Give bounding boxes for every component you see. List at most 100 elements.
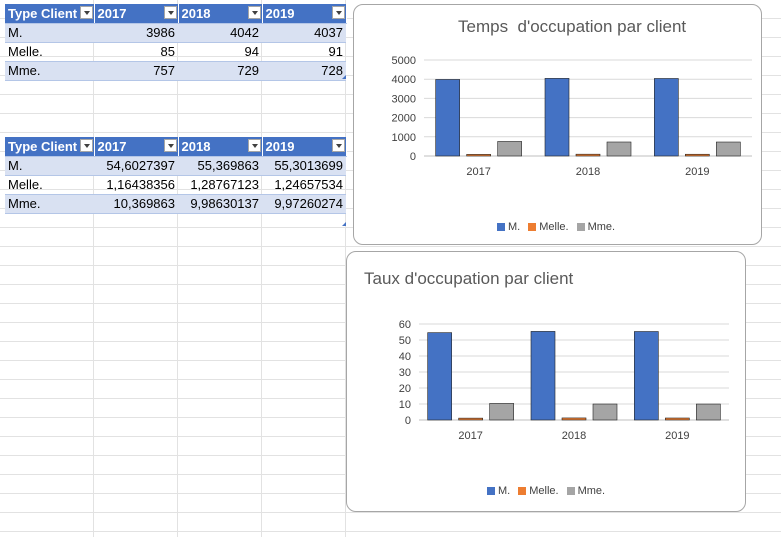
cell[interactable]: 757 [94, 61, 178, 81]
filter-dropdown-icon[interactable] [163, 139, 177, 152]
table-taux-occupation: Type Client 2017 2018 2019 M. 54,6027397… [5, 137, 347, 214]
column-divider [93, 0, 94, 537]
bar [665, 417, 690, 421]
chart-temps-occupation[interactable]: Temps d'occupation par client 0 1000 2000 3… [353, 4, 762, 245]
y-tick-label: 0 [405, 415, 411, 427]
cell[interactable]: M. [5, 156, 94, 176]
cell[interactable]: 10,369863 [94, 194, 178, 214]
filter-dropdown-icon[interactable] [163, 6, 177, 19]
bar [427, 332, 452, 421]
filter-dropdown-icon[interactable] [331, 139, 345, 152]
legend-item: Mme. [576, 221, 616, 233]
chart-plot: 0 1000 2000 3000 4000 5000 2017 2018 2019 [392, 55, 752, 178]
header-2017[interactable]: 2017 [94, 137, 179, 157]
bar [654, 78, 679, 157]
cell[interactable]: 1,28767123 [178, 175, 262, 195]
cell[interactable]: Melle. [5, 42, 94, 62]
cell[interactable]: 94 [178, 42, 262, 62]
legend-swatch [576, 223, 585, 231]
x-tick-label: 2017 [466, 166, 490, 178]
bar [696, 403, 721, 421]
chart-title: Temps d'occupation par client [458, 17, 687, 36]
y-tick-label: 40 [399, 351, 411, 363]
cell[interactable]: Mme. [5, 194, 94, 214]
cell[interactable]: 54,6027397 [94, 156, 178, 176]
x-tick-label: 2018 [576, 166, 600, 178]
table-row: Mme. 10,369863 9,98630137 9,97260274 [5, 194, 346, 214]
bar [634, 331, 659, 421]
bar [497, 141, 522, 157]
filter-dropdown-icon[interactable] [247, 139, 261, 152]
cell[interactable]: Melle. [5, 175, 94, 195]
legend-swatch [518, 487, 527, 495]
bar [592, 403, 618, 421]
y-tick-label: 2000 [392, 113, 416, 125]
legend-swatch [487, 487, 495, 495]
bar [489, 403, 514, 421]
legend-item: Melle. [518, 485, 559, 497]
y-tick-label: 60 [399, 319, 411, 331]
cell[interactable]: Mme. [5, 61, 94, 81]
filter-dropdown-icon[interactable] [247, 6, 261, 19]
y-tick-label: 5000 [392, 55, 416, 67]
table-row: M. 54,6027397 55,369863 55,3013699 [5, 156, 346, 176]
filter-dropdown-icon[interactable] [79, 6, 93, 19]
legend-item: M. [497, 221, 520, 233]
chart-title: Taux d'occupation par client [364, 269, 574, 288]
table-row: Melle. 1,16438356 1,28767123 1,24657534 [5, 175, 346, 195]
cell[interactable]: 4037 [262, 23, 346, 43]
column-divider [261, 0, 262, 537]
column-divider [177, 0, 178, 537]
y-tick-label: 3000 [392, 93, 416, 105]
table-resize-handle[interactable] [342, 75, 346, 79]
cell[interactable]: 9,97260274 [262, 194, 346, 214]
bar [544, 78, 570, 157]
legend-swatch [566, 487, 575, 495]
header-2019[interactable]: 2019 [262, 4, 347, 24]
chart-taux-occupation[interactable]: Taux d'occupation par client 0 10 20 30 40 50… [346, 251, 746, 512]
legend-label: M. [498, 485, 511, 497]
header-2018[interactable]: 2018 [178, 4, 263, 24]
cell[interactable]: 4042 [178, 23, 262, 43]
table-header-row: Type Client 2017 2018 2019 [5, 137, 347, 157]
cell[interactable]: 55,369863 [178, 156, 262, 176]
filter-dropdown-icon[interactable] [79, 139, 93, 152]
bar [466, 154, 491, 157]
y-tick-label: 20 [399, 383, 411, 395]
header-type-client[interactable]: Type Client [5, 4, 95, 24]
header-type-client[interactable]: Type Client [5, 137, 95, 157]
table-row: Melle. 85 94 91 [5, 42, 346, 62]
table-header-row: Type Client 2017 2018 2019 [5, 4, 347, 24]
legend-item: Mme. [566, 485, 605, 497]
cell[interactable]: 1,16438356 [94, 175, 178, 195]
cell[interactable]: M. [5, 23, 94, 43]
filter-dropdown-icon[interactable] [331, 6, 345, 19]
cell[interactable]: 55,3013699 [262, 156, 346, 176]
cell[interactable]: 1,24657534 [262, 175, 346, 195]
y-tick-label: 1000 [392, 132, 416, 144]
y-tick-label: 30 [399, 367, 411, 379]
header-2019[interactable]: 2019 [262, 137, 347, 157]
bar [435, 79, 460, 157]
cell[interactable]: 729 [178, 61, 262, 81]
bar [561, 417, 587, 421]
cell[interactable]: 3986 [94, 23, 178, 43]
header-2017[interactable]: 2017 [94, 4, 179, 24]
cell[interactable]: 91 [262, 42, 346, 62]
chart-plot: 0 10 20 30 40 50 60 2017 2018 2019 [399, 319, 729, 442]
legend-label: M. [508, 221, 521, 233]
chart-legend: M. Melle. Mme. [497, 221, 615, 233]
header-2018[interactable]: 2018 [178, 137, 263, 157]
y-tick-label: 0 [410, 151, 416, 163]
legend-label: Mme. [587, 221, 616, 233]
table-resize-handle[interactable] [342, 222, 346, 226]
bar [685, 153, 710, 157]
cell[interactable]: 9,98630137 [178, 194, 262, 214]
y-tick-label: 10 [399, 399, 411, 411]
x-tick-label: 2017 [458, 430, 482, 442]
bar [575, 153, 601, 157]
legend-label: Melle. [529, 485, 559, 497]
cell[interactable]: 85 [94, 42, 178, 62]
x-tick-label: 2019 [665, 430, 689, 442]
cell[interactable]: 728 [262, 61, 346, 81]
